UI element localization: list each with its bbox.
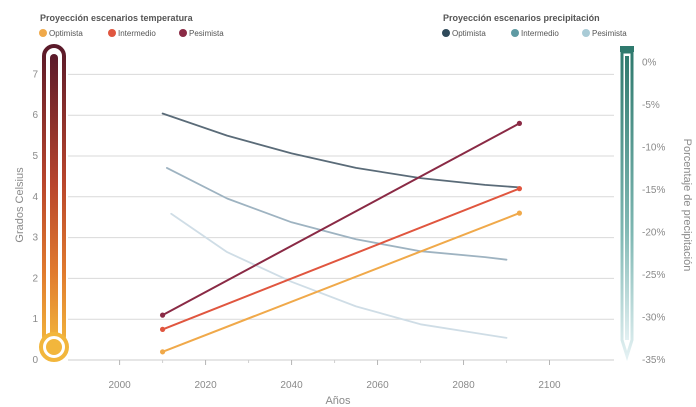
temperature-series [159,120,523,355]
left-tick-label: 0 [32,355,38,366]
x-axis-title: Años [325,395,351,407]
legend-prec-pesimista: Pesimista [592,29,627,38]
x-tick-label: 2000 [108,380,131,391]
grid-lines [68,73,614,361]
left-axis-title: Grados Celsius [14,167,26,243]
precipitation-series [161,112,521,339]
left-tick-label: 7 [32,69,38,80]
legend-swatch-prec-optimista [442,29,450,37]
x-tick-label: 2040 [280,380,303,391]
left-tick-label: 5 [32,151,38,162]
temperature-legend: Proyección escenarios temperatura Optimi… [39,13,224,38]
legend-swatch-temp-optimista [39,29,47,37]
left-tick-label: 1 [32,314,38,325]
right-axis-title: Porcentaje de precipitación [681,139,693,272]
thermometer-icon [39,44,69,362]
precipitation-line-pesimista [170,212,508,339]
right-tick-label: -30% [642,313,665,324]
temperature-point-optimista [159,349,166,355]
x-tick-label: 2020 [194,380,217,391]
rain-gauge-icon [620,46,634,362]
right-axis: 0% -5% -10% -15% -20% -25% -30% -35% [642,58,665,367]
temperature-point-pesimista [516,120,523,126]
temperature-point-pesimista [159,312,166,318]
precipitation-line-optimista [161,112,521,189]
left-tick-label: 6 [32,110,38,121]
right-tick-label: 0% [642,58,657,69]
legend-prec-optimista: Optimista [452,29,486,38]
left-tick-label: 3 [32,233,38,244]
precipitation-line-intermedio [165,166,508,261]
right-tick-label: -10% [642,143,665,154]
right-tick-label: -20% [642,228,665,239]
left-axis: 0 1 2 3 4 5 6 7 [32,69,38,366]
x-tick-label: 2080 [452,380,475,391]
right-tick-label: -15% [642,185,665,196]
legend-temp-optimista: Optimista [49,29,83,38]
x-tick-label: 2100 [538,380,561,391]
right-tick-label: -25% [642,270,665,281]
legend-swatch-temp-intermedio [108,29,116,37]
temperature-point-intermedio [159,326,166,332]
right-tick-label: -35% [642,355,665,366]
precipitation-legend-title: Proyección escenarios precipitación [443,13,600,23]
left-tick-label: 4 [32,192,38,203]
legend-temp-intermedio: Intermedio [118,29,156,38]
right-tick-label: -5% [642,100,660,111]
temperature-legend-title: Proyección escenarios temperatura [40,13,194,23]
precipitation-legend: Proyección escenarios precipitación Opti… [442,13,627,38]
legend-prec-intermedio: Intermedio [521,29,559,38]
legend-swatch-prec-intermedio [511,29,519,37]
left-tick-label: 2 [32,273,38,284]
legend-temp-pesimista: Pesimista [189,29,224,38]
temperature-line-intermedio [161,187,521,331]
x-axis: 2000 2020 2040 2060 2080 2100 [68,359,614,391]
temperature-line-optimista [161,212,521,353]
x-tick-label: 2060 [366,380,389,391]
temperature-line-pesimista [161,122,521,317]
legend-swatch-temp-pesimista [179,29,187,37]
temperature-point-intermedio [516,186,523,192]
legend-swatch-prec-pesimista [582,29,590,37]
temperature-point-optimista [516,210,523,216]
